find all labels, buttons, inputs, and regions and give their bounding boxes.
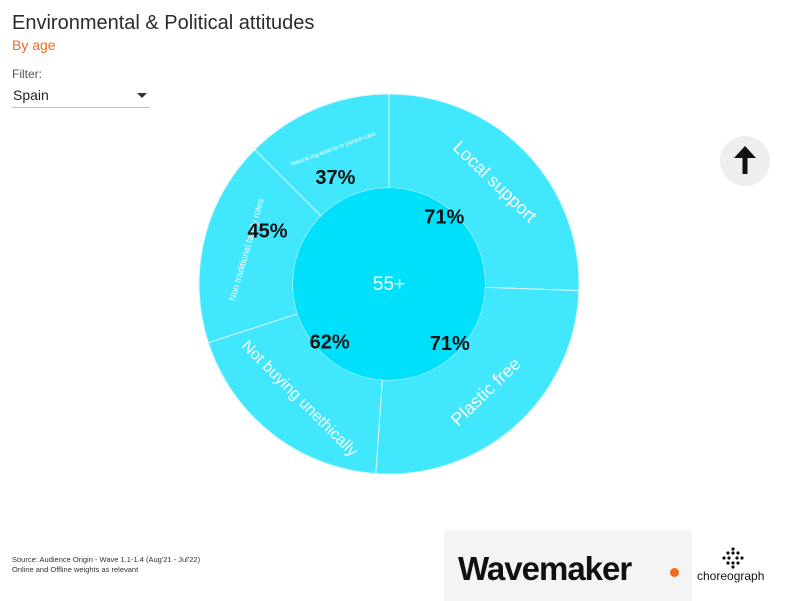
segment-value-label: 71% (430, 333, 470, 355)
filter-selected-value: Spain (13, 87, 49, 103)
center-label: 55+ (373, 274, 405, 295)
choreograph-wordmark: choreograph (697, 569, 765, 583)
segment-value-label: 71% (424, 206, 464, 228)
arrow-up-icon (734, 146, 756, 174)
segment-value-label: 45% (247, 221, 287, 243)
source-note: Source: Audience Origin - Wave 1.1-1.4 (… (12, 555, 200, 575)
chevron-down-icon (137, 93, 147, 98)
source-line-2: Online and Offline weights as relevant (12, 565, 139, 574)
source-line-1: Source: Audience Origin - Wave 1.1-1.4 (… (12, 555, 201, 564)
page-subtitle: By age (12, 37, 56, 53)
segment-value-label: 37% (315, 167, 355, 189)
segment-value-label: 62% (310, 332, 350, 354)
filter-label: Filter: (12, 67, 42, 81)
wavemaker-dot (670, 568, 679, 577)
page-title: Environmental & Political attitudes (12, 12, 315, 34)
inner-disc[interactable] (293, 188, 485, 380)
country-filter-select[interactable]: Spain (12, 83, 150, 108)
choreograph-icon (722, 547, 744, 569)
wavemaker-logo: Wavemaker (444, 530, 692, 601)
scroll-to-top-button[interactable] (720, 136, 770, 186)
value-labels: 71% 71% 62% 45% 37% (247, 167, 470, 355)
wavemaker-wordmark: Wavemaker (458, 550, 632, 587)
